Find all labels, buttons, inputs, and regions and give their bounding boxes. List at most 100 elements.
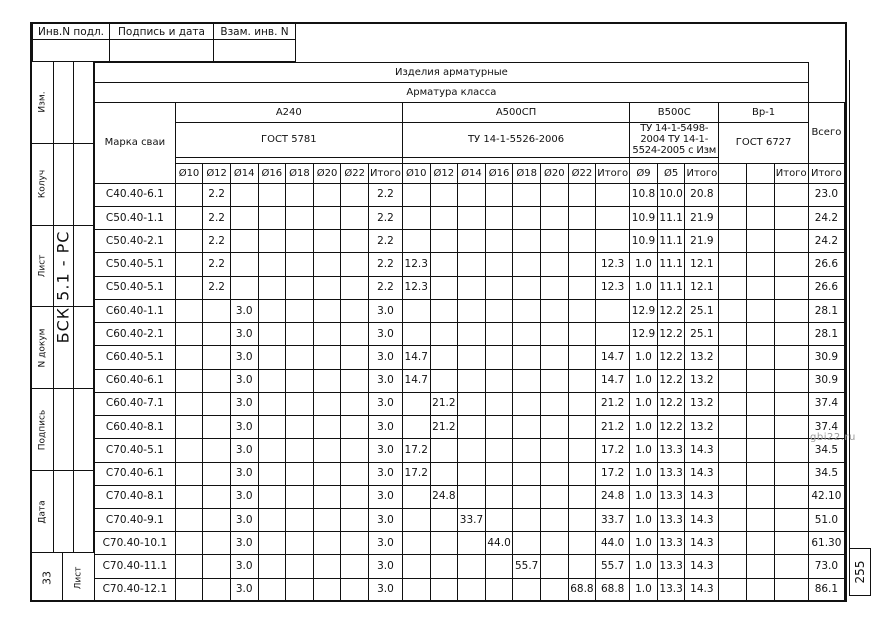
cell-a240-d5 [312, 322, 342, 347]
cell-a500sp-total [595, 298, 631, 324]
cell-a500sp-d2 [457, 415, 486, 440]
cell-a240-d2: 3.0 [229, 368, 259, 393]
cell-a500sp-d3 [484, 322, 514, 347]
dia-a500sp-16: Ø16 [484, 162, 514, 184]
cell-a500sp-d6 [567, 415, 597, 440]
cell-a240-d6 [340, 531, 369, 556]
cell-a240-d3 [257, 484, 287, 510]
cell-a240-d3 [257, 182, 287, 207]
cell-b500c-d0: 12.9 [629, 322, 658, 347]
cell-vr1-total [773, 554, 809, 579]
cell-a500sp-d5 [539, 461, 569, 486]
cell-a240-d6 [340, 461, 369, 486]
cell-vr1-d0 [718, 391, 747, 417]
cell-a240-d4 [285, 252, 314, 277]
cell-a500sp-d3 [484, 391, 514, 417]
cell-a240-d2: 3.0 [229, 508, 259, 533]
cell-b500c-total: 13.2 [684, 368, 720, 393]
cell-b500c-total: 13.2 [684, 345, 720, 370]
cell-b500c-d1: 13.3 [656, 461, 686, 486]
column-header-total: Всего [807, 102, 846, 164]
cell-marka: С70.40-12.1 [94, 577, 176, 603]
cell-a240-d2: 3.0 [229, 577, 259, 603]
cell-a500sp-d6 [567, 484, 597, 510]
cell-a240-d4 [285, 368, 314, 393]
cell-a240-d5 [312, 368, 342, 393]
project-code-label: БСК 5.1 - РС [53, 230, 73, 344]
cell-a240-total: 2.2 [367, 182, 403, 207]
cell-a240-d6 [340, 322, 369, 347]
cell-a240-d3 [257, 298, 287, 324]
cell-a500sp-total: 14.7 [595, 345, 631, 370]
cell-a500sp-total [595, 322, 631, 347]
cell-marka: С60.40-6.1 [94, 368, 176, 393]
cell-a240-d5 [312, 345, 342, 370]
group-standard-row: ГОСТ 5781 ТУ 14-1-5526-2006 ТУ 14-1-5498… [95, 122, 845, 164]
revision-cell [54, 62, 73, 144]
cell-marka: С50.40-1.1 [94, 205, 176, 231]
revision-cell [54, 144, 73, 226]
cell-a500sp-d5 [539, 554, 569, 579]
itogo-b500c: Итого [684, 162, 720, 184]
cell-a240-d5 [312, 229, 342, 254]
cell-a500sp-total: 55.7 [595, 554, 631, 579]
cell-a240-d4 [285, 345, 314, 370]
cell-a500sp-d0: 14.7 [401, 368, 431, 393]
table-row: С70.40-5.1 3.0 3.0 17.2 17.2 1.0 13.3 14.3 34.5 [94, 438, 846, 463]
cell-a500sp-d4 [512, 182, 541, 207]
cell-a500sp-d0 [401, 415, 431, 440]
revision-cell [74, 62, 93, 144]
cell-b500c-total: 20.8 [684, 182, 720, 207]
cell-row-total: 37.4 [807, 391, 846, 417]
cell-a500sp-d5 [539, 531, 569, 556]
cell-a240-d0 [174, 182, 204, 207]
marka-line-1: Марка [104, 137, 138, 149]
cell-b500c-d1: 11.1 [656, 275, 686, 300]
cell-a240-total: 2.2 [367, 252, 403, 277]
cell-a500sp-d5 [539, 577, 569, 603]
cell-a500sp-d5 [539, 368, 569, 393]
cell-a500sp-d5 [539, 415, 569, 440]
cell-a240-total: 3.0 [367, 577, 403, 603]
cell-a240-d0 [174, 368, 204, 393]
cell-b500c-d1: 11.1 [656, 205, 686, 231]
cell-a500sp-d0: 17.2 [401, 461, 431, 486]
reinforcement-table: Изделия арматурные Арматура класса Марка… [94, 61, 846, 603]
cell-b500c-d0: 10.9 [629, 205, 658, 231]
cell-vr1-total [773, 182, 809, 207]
group-name-row: Марка сваи А240 А500СП В500С Вр-1 Всего [94, 102, 846, 184]
cell-a240-total: 2.2 [367, 275, 403, 300]
cell-b500c-total: 14.3 [684, 438, 720, 463]
cell-a240-d1 [202, 461, 231, 486]
cell-row-total: 30.9 [807, 345, 846, 370]
cell-a500sp-d4 [512, 461, 541, 486]
table-row: С70.40-11.1 3.0 3.0 55.7 55.7 1.0 13.3 14.3 73.0 [94, 554, 846, 579]
cell-vr1-d0 [718, 531, 747, 556]
revision-cell [54, 307, 73, 390]
cell-a500sp-d4 [512, 298, 541, 324]
cell-b500c-d0: 1.0 [629, 554, 658, 579]
cell-vr1-total [773, 484, 809, 510]
revision-cell [74, 307, 93, 390]
table-row: С60.40-8.1 3.0 3.0 21.2 21.2 1.0 12.2 13.2 37.4 [94, 415, 846, 440]
cell-a240-d6 [340, 438, 369, 463]
cell-a240-d6 [340, 182, 369, 207]
cell-a500sp-d0: 17.2 [401, 438, 431, 463]
cell-vr1-total [773, 275, 809, 300]
cell-a240-d5 [312, 205, 342, 231]
cell-a500sp-d6 [567, 205, 597, 231]
cell-a500sp-d6 [567, 275, 597, 300]
spacer-b500c [629, 157, 720, 164]
dia-a240-22: Ø22 [340, 162, 369, 184]
cell-a240-total: 2.2 [367, 205, 403, 231]
cell-a500sp-d1 [429, 531, 459, 556]
cell-vr1-total [773, 461, 809, 486]
cell-a500sp-d1 [429, 275, 459, 300]
cell-a500sp-d0 [401, 229, 431, 254]
cell-a240-d1: 2.2 [202, 229, 231, 254]
cell-a500sp-d5 [539, 484, 569, 510]
cell-a240-total: 3.0 [367, 461, 403, 486]
cell-a500sp-total: 12.3 [595, 275, 631, 300]
cell-a240-d5 [312, 531, 342, 556]
cell-a500sp-d6 [567, 322, 597, 347]
